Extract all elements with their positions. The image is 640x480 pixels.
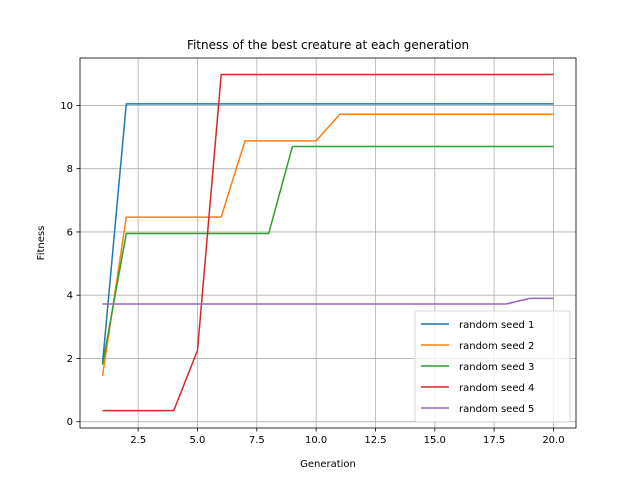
x-tick-label: 20.0 [542,435,564,446]
y-tick-label: 4 [67,291,73,302]
legend: random seed 1 random seed 2 random seed 3 r… [414,310,571,423]
series-line-2 [101,113,554,376]
legend-entry: random seed 5 [459,404,534,415]
legend-entry: random seed 2 [459,341,534,352]
x-axis: 2.5 5.0 7.5 10.0 12.5 15.0 17.5 20.0 [130,428,565,446]
legend-entry: random seed 1 [459,320,534,331]
series-line-3 [101,145,554,365]
chart-title: Fitness of the best creature at each gen… [187,38,469,52]
legend-box [414,310,571,423]
x-tick-label: 2.5 [130,435,146,446]
y-tick-label: 2 [67,354,73,365]
x-tick-label: 5.0 [190,435,206,446]
y-axis: 0 2 4 6 8 10 [60,101,80,428]
y-axis-label: Fitness [36,226,47,261]
series-line-4 [102,73,554,412]
legend-entry: random seed 3 [459,362,534,373]
y-tick-label: 6 [67,227,73,238]
x-tick-label: 10.0 [305,435,327,446]
x-tick-label: 7.5 [249,435,265,446]
x-axis-label: Generation [300,459,356,470]
x-tick-label: 15.0 [424,435,446,446]
y-tick-label: 8 [67,164,73,175]
legend-entry: random seed 4 [459,383,534,394]
x-tick-label: 12.5 [364,435,386,446]
x-tick-label: 17.5 [483,435,505,446]
series-line-1 [101,103,554,364]
plot-frame [79,57,577,429]
series-lines [101,73,554,412]
y-tick-label: 10 [60,101,73,112]
series-line-5 [102,297,554,305]
y-tick-label: 0 [67,417,73,428]
